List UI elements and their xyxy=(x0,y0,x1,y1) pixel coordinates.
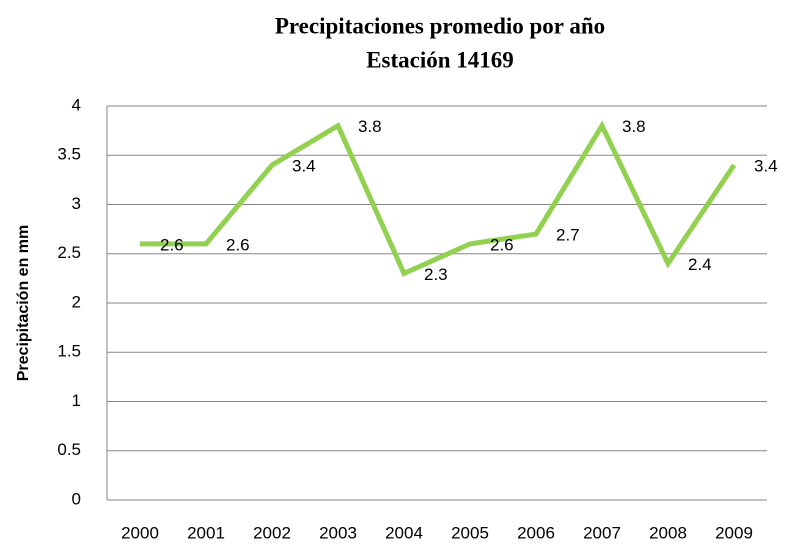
x-tick-label: 2005 xyxy=(451,523,489,542)
data-label: 2.7 xyxy=(556,226,580,245)
data-label: 3.8 xyxy=(622,117,646,136)
y-tick-label: 3 xyxy=(72,194,81,213)
x-tick-label: 2006 xyxy=(517,523,555,542)
data-label: 2.6 xyxy=(160,235,184,254)
x-tick-label: 2008 xyxy=(649,523,687,542)
x-tick-label: 2007 xyxy=(583,523,621,542)
x-tick-label: 2003 xyxy=(319,523,357,542)
data-label: 3.4 xyxy=(754,157,778,176)
y-axis-label: Precipitación en mm xyxy=(15,225,32,382)
data-label: 2.3 xyxy=(424,265,448,284)
data-label: 3.8 xyxy=(358,117,382,136)
y-tick-label: 4 xyxy=(72,95,81,114)
data-line xyxy=(140,120,737,277)
x-tick-label: 2001 xyxy=(187,523,225,542)
data-label: 2.4 xyxy=(688,255,712,274)
data-label: 3.4 xyxy=(292,157,316,176)
y-tick-label: 0 xyxy=(72,489,81,508)
chart-title: Estación 14169 xyxy=(366,47,514,72)
y-tick-label: 2.5 xyxy=(57,243,81,262)
x-tick-label: 2000 xyxy=(121,523,159,542)
data-label: 2.6 xyxy=(226,235,250,254)
y-tick-label: 1.5 xyxy=(57,342,81,361)
chart-title: Precipitaciones promedio por año xyxy=(275,13,605,38)
y-tick-label: 1 xyxy=(72,391,81,410)
data-label: 2.6 xyxy=(490,235,514,254)
y-tick-label: 2 xyxy=(72,292,81,311)
x-tick-label: 2004 xyxy=(385,523,423,542)
x-tick-label: 2009 xyxy=(715,523,753,542)
y-tick-label: 0.5 xyxy=(57,440,81,459)
x-tick-label: 2002 xyxy=(253,523,291,542)
y-tick-label: 3.5 xyxy=(57,145,81,164)
